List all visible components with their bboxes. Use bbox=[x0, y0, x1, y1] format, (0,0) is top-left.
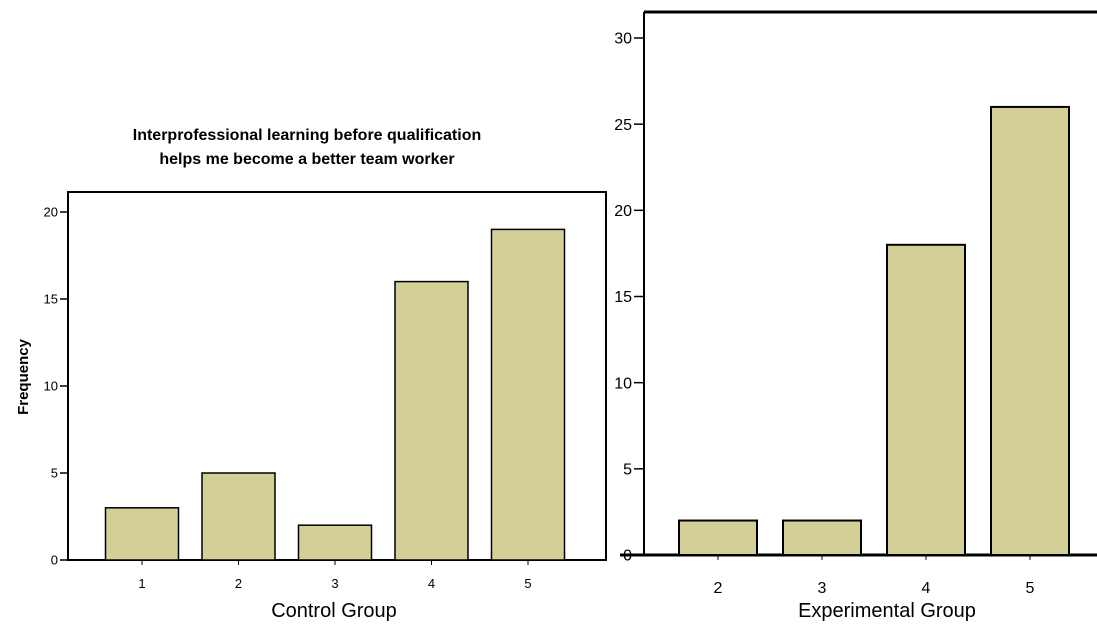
bars bbox=[104, 228, 566, 561]
bar bbox=[104, 507, 180, 561]
y-axis-label: Frequency bbox=[15, 338, 32, 415]
bar bbox=[490, 228, 566, 561]
y-axis: 0 5 10 15 20 25 30 bbox=[614, 31, 644, 565]
y-tick-label: 0 bbox=[51, 553, 58, 568]
bar bbox=[201, 472, 276, 561]
x-tick-label: 1 bbox=[138, 576, 145, 591]
x-tick-label: 5 bbox=[524, 576, 531, 591]
y-tick-label: 15 bbox=[614, 289, 632, 306]
x-tick-label: 4 bbox=[922, 580, 931, 597]
experimental-group-chart: Experimental Group 0 5 10 15 20 25 30 2 3 4 5 bbox=[614, 10, 1097, 622]
chart-title-line-2: helps me become a better team worker bbox=[159, 151, 454, 168]
bars bbox=[678, 105, 1070, 557]
y-tick-label: 10 bbox=[614, 375, 632, 392]
bar bbox=[886, 243, 966, 557]
y-tick-label: 25 bbox=[614, 117, 632, 134]
bar bbox=[394, 280, 469, 561]
bar bbox=[297, 524, 373, 561]
y-tick-label: 20 bbox=[614, 203, 632, 220]
bar bbox=[782, 519, 862, 556]
y-tick-label: 5 bbox=[51, 466, 58, 481]
control-group-chart: Interprofessional learning before qualif… bbox=[15, 127, 607, 622]
x-axis-label: Control Group bbox=[271, 600, 397, 622]
x-tick-label: 4 bbox=[428, 576, 435, 591]
x-axis: 1 2 3 4 5 bbox=[138, 560, 532, 591]
x-axis-label: Experimental Group bbox=[798, 600, 976, 622]
x-tick-label: 3 bbox=[331, 576, 338, 591]
y-tick-label: 20 bbox=[44, 205, 58, 220]
x-tick-label: 2 bbox=[714, 580, 723, 597]
y-tick-label: 5 bbox=[623, 461, 632, 478]
y-tick-label: 15 bbox=[44, 292, 58, 307]
y-tick-label: 10 bbox=[44, 379, 58, 394]
x-tick-label: 2 bbox=[235, 576, 242, 591]
chart-title-line-1: Interprofessional learning before qualif… bbox=[133, 127, 482, 144]
y-tick-label: 30 bbox=[614, 31, 632, 48]
bar bbox=[990, 105, 1070, 557]
bar bbox=[678, 519, 758, 556]
x-tick-label: 5 bbox=[1026, 580, 1035, 597]
y-tick-label: 0 bbox=[623, 548, 632, 565]
y-axis: 0 5 10 15 20 bbox=[44, 205, 68, 568]
x-axis: 2 3 4 5 bbox=[714, 555, 1035, 597]
x-tick-label: 3 bbox=[818, 580, 827, 597]
